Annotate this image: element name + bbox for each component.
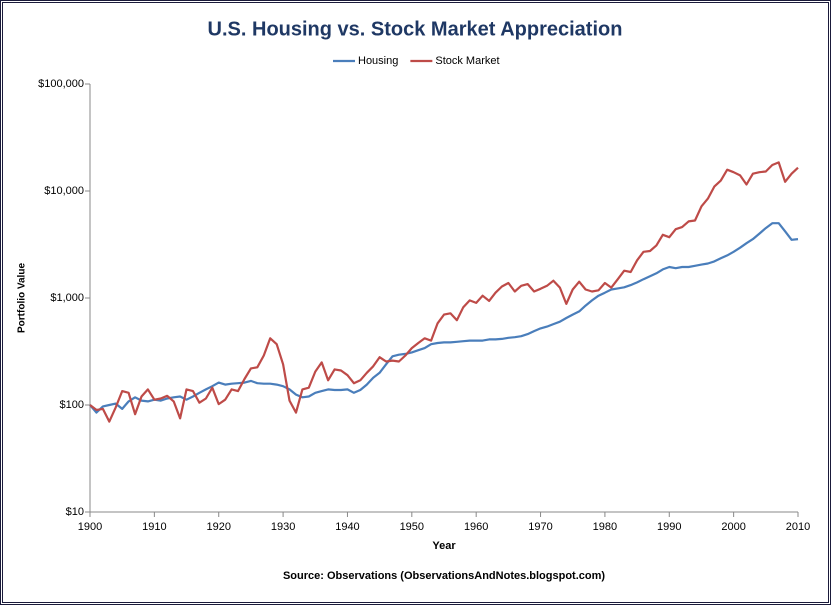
x-tick-label: 1940: [335, 521, 359, 533]
x-tick-label: 1930: [271, 521, 295, 533]
y-tick-label: $10: [66, 506, 84, 518]
x-tick-label: 1990: [657, 521, 681, 533]
chart-title: U.S. Housing vs. Stock Market Appreciati…: [208, 18, 623, 40]
y-tick-label: $1,000: [50, 292, 84, 304]
x-tick-label: 1960: [464, 521, 488, 533]
x-axis-label: Year: [432, 540, 456, 552]
x-tick-label: 1970: [528, 521, 552, 533]
y-axis-label: Portfolio Value: [17, 263, 28, 333]
x-tick-label: 1920: [206, 521, 230, 533]
x-tick-label: 1900: [78, 521, 102, 533]
x-tick-label: 1980: [593, 521, 617, 533]
series-line: [89, 161, 799, 423]
legend-label: Housing: [358, 55, 398, 67]
x-tick-label: 2010: [786, 521, 810, 533]
y-tick-label: $100,000: [38, 78, 84, 90]
source-note: Source: Observations (ObservationsAndNot…: [283, 570, 605, 582]
y-tick-label: $10,000: [44, 185, 84, 197]
x-tick-label: 1950: [400, 521, 424, 533]
y-tick-label: $100: [60, 399, 84, 411]
x-tick-label: 2000: [721, 521, 745, 533]
legend-label: Stock Market: [435, 55, 499, 67]
x-tick-label: 1910: [142, 521, 166, 533]
series-line: [89, 222, 799, 414]
